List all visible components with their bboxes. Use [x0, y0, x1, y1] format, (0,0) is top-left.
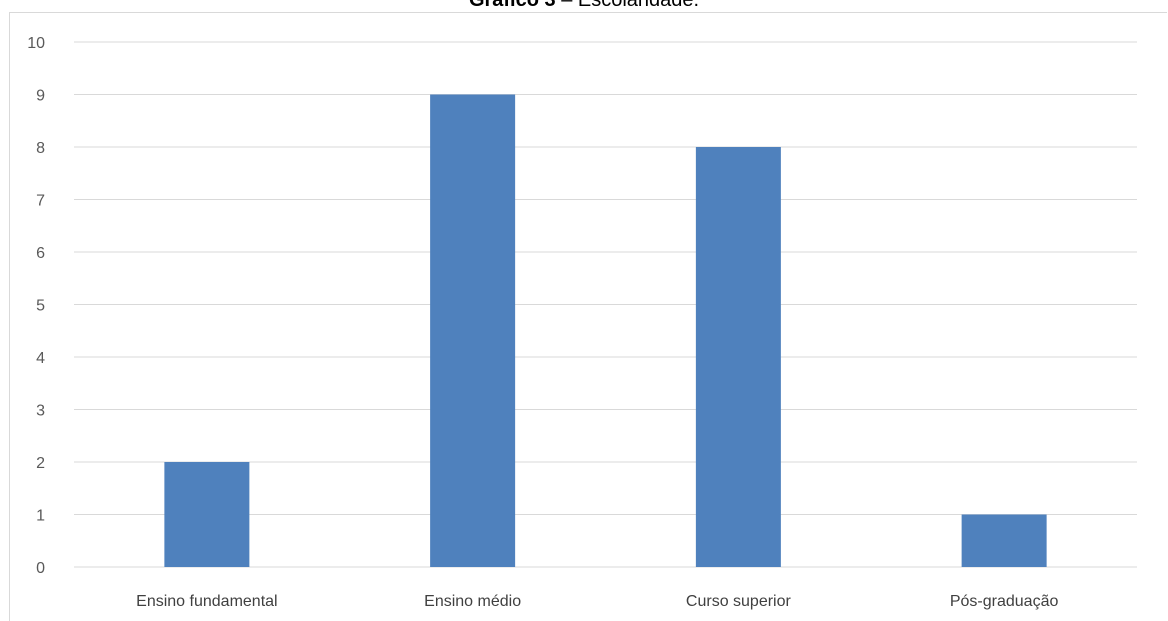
bars	[164, 94, 1047, 567]
x-category-label: Ensino médio	[424, 593, 521, 610]
x-category-label: Ensino fundamental	[136, 593, 277, 610]
chart-title: Gráfico 3 – Escolaridade.	[0, 0, 1168, 12]
y-tick-label: 7	[36, 193, 45, 210]
gridlines	[74, 41, 1137, 568]
y-tick-label: 10	[27, 35, 45, 52]
y-tick-label: 1	[36, 508, 45, 525]
x-category-label: Curso superior	[686, 593, 792, 610]
bar	[430, 94, 516, 567]
y-tick-label: 6	[36, 245, 45, 262]
bar	[164, 462, 250, 567]
y-tick-label: 8	[36, 140, 45, 157]
chart-title-bold: Gráfico 3	[468, 0, 556, 11]
y-tick-label: 0	[36, 560, 45, 577]
x-category-label: Pós-graduação	[950, 593, 1059, 610]
y-tick-label: 5	[36, 298, 45, 315]
y-tick-label: 9	[36, 88, 45, 105]
y-tick-label: 4	[36, 350, 45, 367]
x-axis-categories: Ensino fundamental Ensino médio Curso supe…	[136, 593, 1058, 610]
chart-area	[9, 12, 1167, 621]
chart-title-rest: – Escolaridade.	[555, 0, 700, 11]
bar	[961, 514, 1047, 567]
bar	[695, 147, 781, 567]
y-tick-label: 2	[36, 455, 45, 472]
y-tick-label: 3	[36, 403, 45, 420]
y-axis-ticks: 0 1 2 3 4 5 6 7 8 9 10	[27, 35, 45, 577]
